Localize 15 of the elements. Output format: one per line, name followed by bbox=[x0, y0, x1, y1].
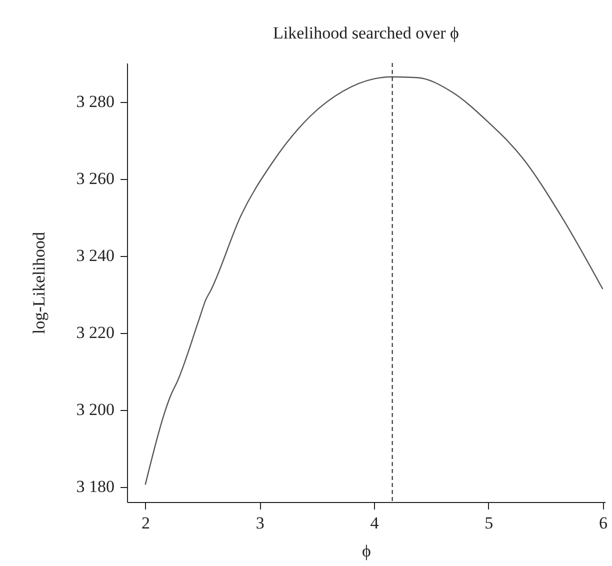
x-tick-label: 3 bbox=[256, 514, 264, 532]
y-axis-title: log-Likelihood bbox=[29, 232, 48, 334]
x-tick-label: 2 bbox=[142, 514, 150, 532]
x-tick-label: 4 bbox=[370, 514, 380, 532]
x-axis-title: ϕ bbox=[362, 542, 372, 560]
y-tick-label: 3 180 bbox=[76, 477, 114, 496]
y-tick-label: 3 280 bbox=[76, 92, 114, 112]
x-tick-label: 5 bbox=[484, 514, 494, 532]
y-tick-label: 3 200 bbox=[76, 400, 114, 420]
y-tick-label: 3 240 bbox=[76, 246, 114, 266]
line-series bbox=[144, 76, 604, 486]
chart-title: Likelihood searched over ϕ bbox=[273, 24, 460, 42]
y-tick-label: 3 260 bbox=[76, 169, 114, 188]
x-tick-label: 6 bbox=[598, 514, 608, 532]
y-tick-label: 3 220 bbox=[76, 323, 114, 342]
